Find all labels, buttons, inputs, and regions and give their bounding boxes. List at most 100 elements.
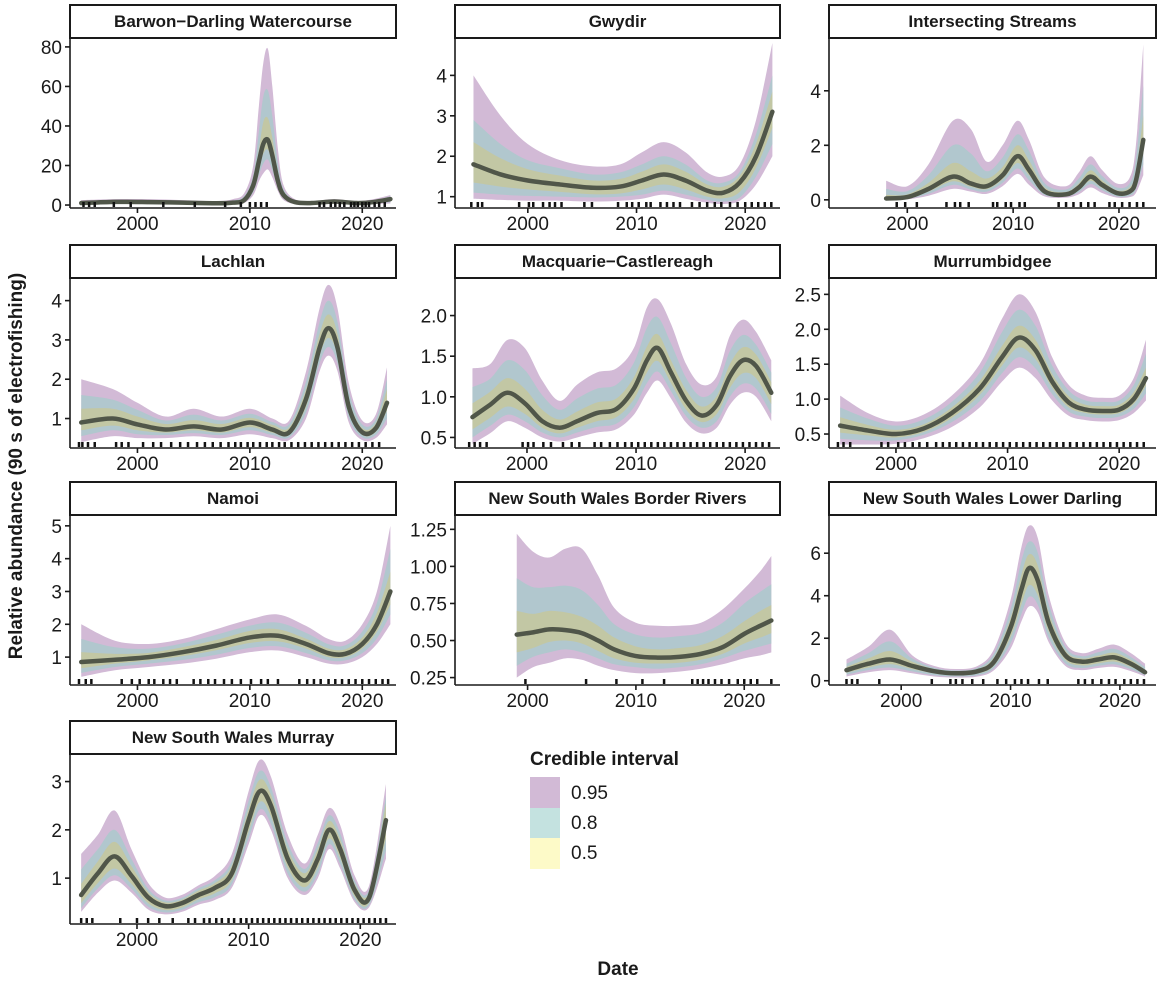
- panel-strip: [454, 4, 781, 39]
- panel-murrumbidgee: Murrumbidgee 0.5 1.0 1.5 2.0 2.5 2000 2010 2020: [795, 244, 1157, 475]
- x-tick-label: 2020: [339, 930, 381, 951]
- panel-strip: [69, 720, 397, 755]
- panel-strip: [69, 244, 397, 279]
- y-tick-label: 1: [436, 188, 447, 209]
- x-tick-label: 2010: [989, 691, 1031, 712]
- panel-strip: [454, 244, 781, 279]
- panel-strip: [828, 4, 1157, 39]
- ribbon-50: [81, 571, 391, 669]
- x-tick-label: 2000: [116, 214, 158, 235]
- y-tick-label: 1.5: [795, 355, 821, 376]
- y-tick-label: 4: [810, 587, 821, 608]
- median-line: [78, 589, 393, 665]
- x-tick-label: 2000: [880, 691, 922, 712]
- x-tick-label: 2020: [724, 214, 766, 235]
- y-tick-label: 0: [51, 196, 62, 217]
- y-tick-label: 0: [810, 672, 821, 693]
- x-tick-label: 2010: [992, 214, 1034, 235]
- ribbon-95: [81, 284, 388, 443]
- median-line: [883, 137, 1146, 201]
- panel-intersecting-streams: Intersecting Streams 0 2 4 2000 2010 2020: [810, 4, 1157, 235]
- ribbon-50: [840, 325, 1146, 438]
- x-tick-label: 2020: [1098, 454, 1140, 475]
- legend: Credible interval 0.95 0.8 0.5: [530, 749, 679, 869]
- panel-title: Murrumbidgee: [933, 252, 1051, 271]
- panel-new-south-wales-border-rivers: New South Wales Border Rivers 0.25 0.50 0.7…: [410, 481, 781, 712]
- y-tick-label: 2.5: [795, 285, 821, 306]
- y-tick-label: 1.0: [421, 388, 447, 409]
- y-tick-label: 3: [51, 582, 62, 603]
- panel-title: New South Wales Murray: [132, 728, 335, 747]
- y-tick-label: 2: [436, 147, 447, 168]
- panel-barwon-darling-watercourse: Barwon−Darling Watercourse 0 20 40 60 80 2000 2…: [41, 4, 397, 235]
- y-tick-label: 1: [51, 410, 62, 431]
- y-tick-label: 5: [51, 517, 62, 538]
- y-tick-label: 0: [810, 191, 821, 212]
- median-line: [844, 565, 1148, 676]
- median-line: [470, 345, 774, 430]
- y-tick-label: 2: [51, 821, 62, 842]
- y-tick-label: 2: [810, 136, 821, 157]
- y-tick-label: 1.5: [421, 347, 447, 368]
- y-tick-label: 20: [41, 157, 62, 178]
- x-tick-label: 2020: [1098, 214, 1140, 235]
- ribbon-50: [81, 116, 391, 204]
- x-tick-label: 2000: [507, 214, 549, 235]
- y-tick-label: 2: [51, 370, 62, 391]
- y-tick-label: 1: [51, 648, 62, 669]
- y-tick-label: 4: [810, 82, 821, 103]
- x-tick-label: 2010: [615, 214, 657, 235]
- legend-title: Credible interval: [530, 749, 679, 770]
- y-tick-label: 2: [810, 629, 821, 650]
- x-tick-label: 2000: [886, 214, 928, 235]
- x-tick-label: 2020: [341, 691, 383, 712]
- y-tick-label: 80: [41, 38, 62, 59]
- x-tick-label: 2020: [724, 454, 766, 475]
- median-line: [78, 325, 390, 437]
- ribbon-50: [473, 91, 773, 199]
- panel-title: Namoi: [207, 489, 259, 508]
- y-tick-label: 0.75: [410, 594, 447, 615]
- panel-strip: [454, 481, 781, 516]
- y-tick-label: 2: [51, 615, 62, 636]
- ribbon-50: [472, 333, 772, 434]
- median-line: [78, 788, 389, 909]
- x-tick-label: 2010: [229, 214, 271, 235]
- y-tick-label: 1.00: [410, 557, 447, 578]
- y-tick-label: 2.0: [421, 307, 447, 328]
- ribbon-80: [81, 88, 391, 205]
- legend-label-80: 0.8: [571, 813, 597, 834]
- y-tick-label: 0.25: [410, 669, 447, 690]
- y-tick-label: 0.50: [410, 632, 447, 653]
- panel-title: New South Wales Lower Darling: [863, 489, 1122, 508]
- y-tick-label: 0.5: [421, 428, 447, 449]
- ribbon-95: [886, 44, 1144, 200]
- ribbon-80: [473, 75, 773, 202]
- x-tick-label: 2000: [116, 930, 158, 951]
- x-tick-label: 2000: [875, 454, 917, 475]
- panel-title: Lachlan: [201, 252, 265, 271]
- median-line: [78, 136, 393, 206]
- y-tick-label: 6: [810, 544, 821, 565]
- panel-strip: [69, 481, 397, 516]
- panel-namoi: Namoi 1 2 3 4 5 2000 2010 2020: [51, 481, 397, 712]
- panel-title: Intersecting Streams: [908, 12, 1076, 31]
- median-line: [837, 335, 1149, 437]
- panel-gwydir: Gwydir 1 2 3 4 2000 2010 2020: [436, 4, 781, 235]
- y-tick-label: 3: [51, 331, 62, 352]
- x-tick-label: 2010: [986, 454, 1028, 475]
- x-tick-label: 2000: [506, 691, 548, 712]
- y-tick-label: 60: [41, 77, 62, 98]
- median-line: [471, 109, 775, 196]
- panel-new-south-wales-murray: New South Wales Murray 1 2 3 2000 2010 2020: [51, 720, 397, 951]
- panel-new-south-wales-lower-darling: New South Wales Lower Darling 0 2 4 6 2000 201…: [810, 481, 1157, 712]
- x-tick-label: 2000: [116, 691, 158, 712]
- x-tick-label: 2020: [723, 691, 765, 712]
- panel-title: Barwon−Darling Watercourse: [114, 12, 352, 31]
- panel-macquarie-castlereagh: Macquarie−Castlereagh 0.5 1.0 1.5 2.0 2000 201…: [421, 244, 781, 475]
- y-tick-label: 1.25: [410, 520, 447, 541]
- x-tick-label: 2010: [227, 930, 269, 951]
- y-tick-label: 3: [51, 773, 62, 794]
